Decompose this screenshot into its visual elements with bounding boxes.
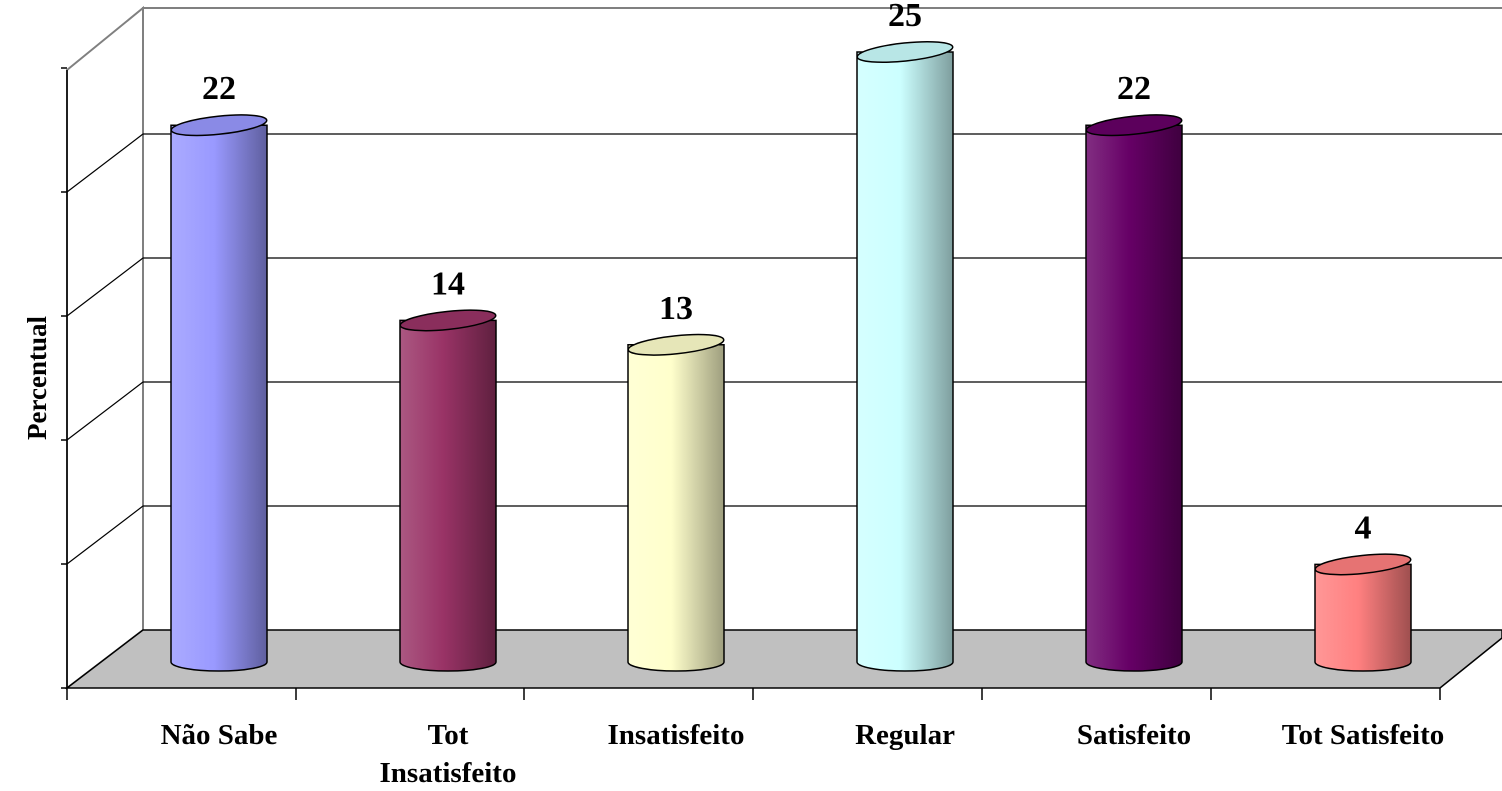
data-label: 22 — [202, 70, 236, 107]
bar — [627, 333, 725, 672]
side-gridline — [66, 257, 144, 317]
bar-top — [1085, 114, 1183, 137]
bar-top — [399, 309, 497, 332]
side-gridline — [66, 133, 144, 193]
bar-top — [627, 333, 725, 356]
bar-body — [1314, 563, 1412, 672]
data-label: 4 — [1355, 509, 1372, 546]
data-label: 14 — [431, 265, 465, 302]
back-wall — [142, 7, 1502, 630]
chart-labels: 22 Não Sabe 14 Tot Insatisfeito 13 Insatisfeit… — [161, 0, 1445, 789]
category-label: Tot — [428, 719, 469, 751]
chart-floor — [64, 629, 1502, 689]
bar-body — [170, 124, 268, 672]
category-label: Regular — [855, 719, 955, 751]
bar-body — [399, 319, 497, 672]
chart-bars — [170, 40, 1412, 672]
floor — [64, 629, 1502, 689]
bar-body — [856, 51, 954, 672]
category-label: Não Sabe — [161, 719, 278, 751]
bar-body — [627, 344, 725, 672]
bar-top — [170, 114, 268, 137]
bar — [1085, 114, 1183, 672]
chart-walls — [66, 5, 1502, 691]
bar-body — [1085, 124, 1183, 672]
chart-axes — [61, 67, 1441, 700]
bar — [856, 40, 954, 672]
y-axis-label: Percentual — [22, 316, 52, 440]
bar — [1314, 553, 1412, 672]
category-label: Insatisfeito — [608, 719, 745, 751]
bar — [170, 114, 268, 672]
bar-top — [1314, 553, 1412, 576]
bar — [399, 309, 497, 672]
data-label: 22 — [1117, 70, 1151, 107]
side-gridline — [66, 505, 144, 565]
side-gridline — [66, 381, 144, 441]
data-label: 25 — [888, 0, 922, 34]
side-wall — [66, 5, 144, 691]
category-label: Insatisfeito — [380, 757, 517, 789]
bar-top — [856, 40, 954, 64]
category-label: Satisfeito — [1077, 719, 1191, 751]
category-label: Tot Satisfeito — [1282, 719, 1444, 751]
data-label: 13 — [659, 290, 693, 327]
